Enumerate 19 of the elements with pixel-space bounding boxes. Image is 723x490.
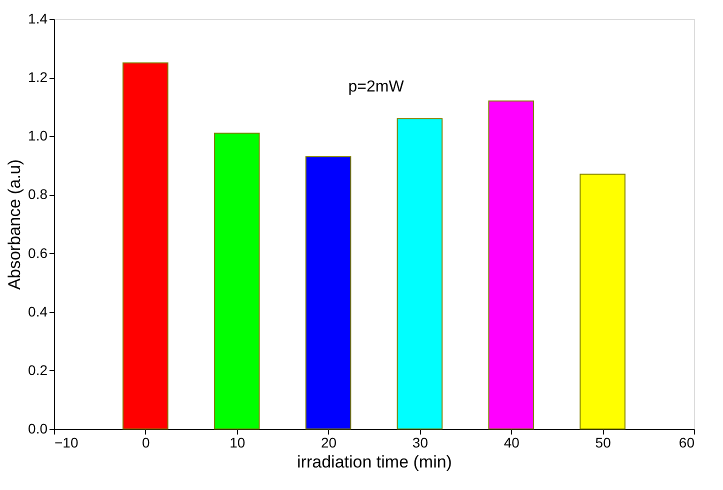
y-tick-label: 0.8 [28, 186, 48, 202]
x-tick-label: 60 [678, 434, 695, 450]
y-tick-label: 1.2 [28, 69, 48, 86]
annotation: p=2mW [348, 78, 405, 96]
y-tick-label: 0.6 [28, 244, 48, 261]
x-tick-label: 0 [142, 434, 150, 450]
y-tick-label: 0.0 [28, 420, 48, 436]
x-tick-label: 20 [320, 434, 337, 450]
x-tick-label: 50 [595, 434, 612, 450]
x-tick-label: 10 [230, 434, 246, 450]
x-tick-label: 40 [504, 434, 520, 450]
y-tick-label: 0.2 [28, 362, 48, 378]
y-axis-title: Absorbance (a.u) [5, 159, 24, 290]
x-tick-label: −10 [54, 434, 78, 450]
y-tick-label: 0.4 [28, 303, 48, 320]
x-axis-title: irradiation time (min) [297, 452, 452, 472]
y-tick-label: 1.4 [28, 10, 48, 26]
x-tick-label: 30 [412, 434, 428, 450]
y-tick-label: 1.0 [28, 128, 48, 144]
